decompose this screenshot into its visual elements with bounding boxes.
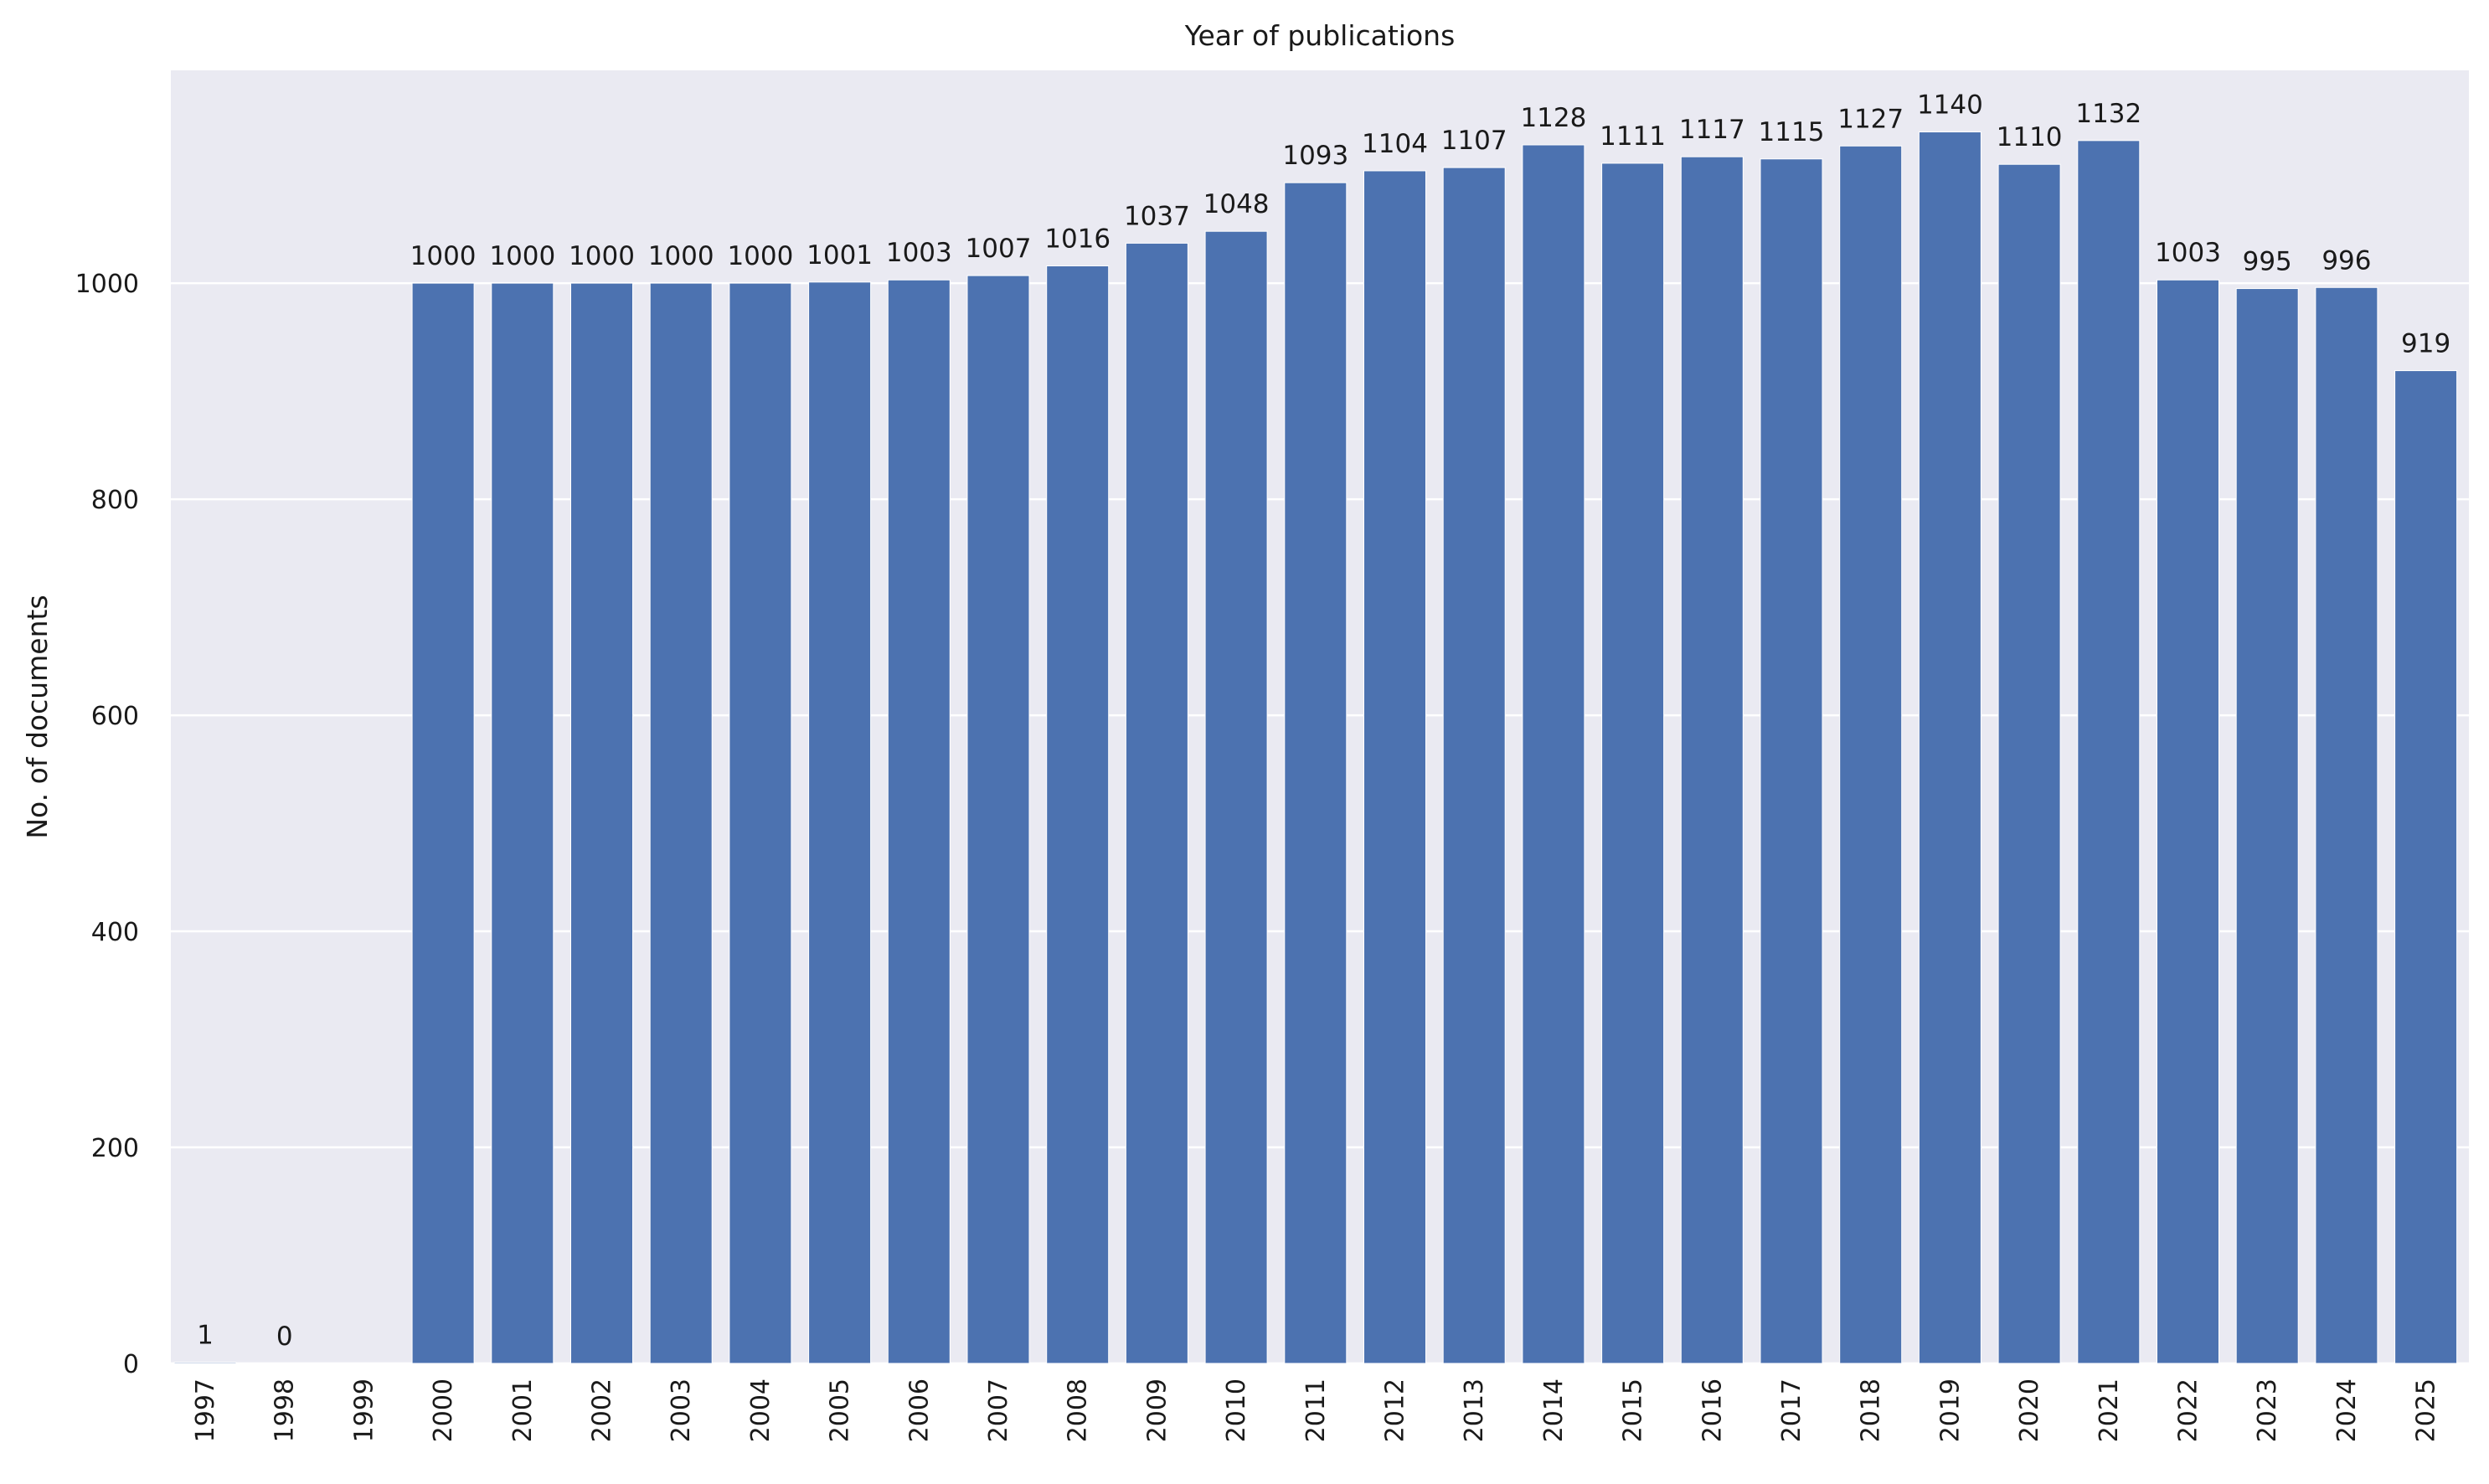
bar — [1284, 182, 1348, 1364]
bar — [1125, 242, 1188, 1364]
x-tick-label: 2020 — [2015, 1378, 2044, 1442]
bar — [1442, 167, 1506, 1364]
data-label: 1115 — [1759, 117, 1825, 147]
x-tick-label: 1998 — [271, 1378, 300, 1442]
y-tick-label: 800 — [91, 486, 139, 515]
data-label: 1016 — [1044, 224, 1111, 254]
data-label: 1110 — [1997, 122, 2063, 152]
data-label: 1037 — [1124, 201, 1190, 231]
data-label: 1127 — [1837, 104, 1904, 134]
x-tick-label: 2012 — [1381, 1378, 1410, 1442]
bar — [1204, 230, 1268, 1364]
bar — [2315, 286, 2378, 1364]
data-label: 1117 — [1679, 115, 1745, 145]
x-tick-label: 2003 — [667, 1378, 696, 1442]
data-label: 1003 — [2155, 238, 2221, 268]
data-label: 1001 — [806, 240, 873, 271]
bar — [1601, 162, 1665, 1364]
data-label: 995 — [2243, 247, 2292, 277]
data-label: 1093 — [1282, 141, 1348, 171]
bar — [2394, 370, 2458, 1364]
x-tick-label: 2022 — [2174, 1378, 2203, 1442]
data-label: 1104 — [1362, 129, 1428, 159]
bar — [2157, 279, 2219, 1364]
y-tick-label: 200 — [91, 1134, 139, 1163]
bar — [1918, 131, 1981, 1364]
x-tick-label: 1999 — [349, 1378, 379, 1442]
bar — [491, 282, 554, 1364]
x-tick-label: 2025 — [2412, 1378, 2441, 1442]
bar — [1363, 170, 1426, 1364]
x-tick-label: 2018 — [1857, 1378, 1886, 1442]
x-tick-label: 2014 — [1539, 1378, 1569, 1442]
x-tick-label: 2016 — [1698, 1378, 1727, 1442]
bar — [1760, 158, 1823, 1364]
y-tick-label: 600 — [91, 702, 139, 731]
x-tick-label: 2011 — [1301, 1378, 1331, 1442]
bar — [1997, 163, 2061, 1364]
y-axis-label: No. of documents — [21, 595, 54, 838]
y-tick-label: 400 — [91, 918, 139, 947]
bar — [2077, 140, 2141, 1364]
data-labels: 1 0 1000 1000 1000 1000 1000 1001 1003 1007 1016 10… — [197, 90, 2450, 1352]
x-tick-label: 2021 — [2095, 1378, 2124, 1442]
data-label: 1003 — [886, 238, 952, 268]
data-label: 1000 — [727, 241, 793, 271]
bar — [808, 281, 872, 1364]
y-tick-label: 0 — [123, 1350, 139, 1379]
bars — [173, 131, 2458, 1364]
x-tick-label: 2013 — [1460, 1378, 1489, 1442]
bar — [1839, 145, 1903, 1364]
data-label: 0 — [276, 1322, 293, 1352]
bar — [887, 279, 951, 1364]
data-label: 1 — [197, 1321, 214, 1351]
bar — [570, 282, 633, 1364]
bar — [966, 275, 1030, 1364]
x-tick-label: 2005 — [826, 1378, 855, 1442]
data-label: 1000 — [569, 241, 635, 271]
x-tick-label: 2015 — [1619, 1378, 1648, 1442]
data-label: 1111 — [1600, 121, 1666, 152]
bar — [411, 282, 475, 1364]
x-tick-label: 2006 — [904, 1378, 934, 1442]
bar — [649, 282, 713, 1364]
x-tick-label: 2023 — [2253, 1378, 2282, 1442]
data-label: 1000 — [410, 241, 477, 271]
x-tick-label: 2024 — [2332, 1378, 2362, 1442]
y-tick-label: 1000 — [75, 270, 139, 299]
data-label: 919 — [2401, 329, 2450, 359]
x-tick-label: 2017 — [1777, 1378, 1806, 1442]
x-tick-label: 2008 — [1064, 1378, 1093, 1442]
x-tick-label: 1997 — [191, 1378, 220, 1442]
bar — [729, 282, 792, 1364]
data-label: 1048 — [1203, 189, 1270, 219]
bar — [2235, 288, 2299, 1364]
x-tick-label: 2007 — [984, 1378, 1013, 1442]
data-label: 996 — [2322, 245, 2371, 276]
x-tick-label: 2002 — [588, 1378, 617, 1442]
data-label: 1000 — [489, 241, 555, 271]
x-tick-label: 2019 — [1935, 1378, 1965, 1442]
x-tick-label: 2009 — [1142, 1378, 1172, 1442]
data-label: 1007 — [966, 234, 1032, 264]
x-tick-label: 2004 — [746, 1378, 776, 1442]
x-tick-label: 2000 — [429, 1378, 458, 1442]
bar — [1680, 156, 1744, 1364]
chart-title: Year of publications — [1184, 19, 1456, 52]
x-axis-ticks: 1997 1998 1999 2000 2001 2002 2003 2004 2005 2006… — [191, 1378, 2441, 1442]
x-tick-label: 2001 — [508, 1378, 538, 1442]
data-label: 1000 — [648, 241, 714, 271]
data-label: 1107 — [1441, 126, 1507, 156]
y-axis-ticks: 0 200 400 600 800 1000 — [75, 270, 139, 1379]
x-tick-label: 2010 — [1222, 1378, 1251, 1442]
data-label: 1140 — [1917, 90, 1983, 121]
data-label: 1128 — [1520, 103, 1586, 133]
bar — [1046, 265, 1110, 1364]
data-label: 1132 — [2075, 99, 2141, 129]
bar — [1522, 144, 1585, 1364]
